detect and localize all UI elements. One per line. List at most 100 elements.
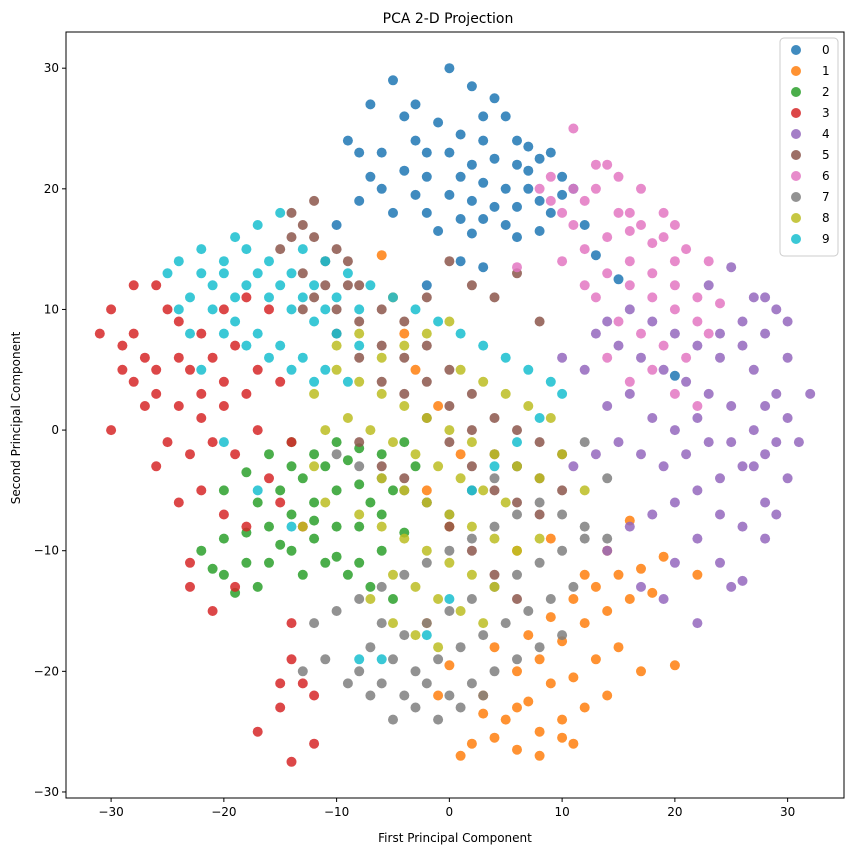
y-tick-label: −10	[34, 544, 59, 558]
point-0-58	[590, 250, 601, 261]
point-5-20	[376, 340, 387, 351]
point-0-41	[545, 147, 556, 158]
legend-label-4: 4	[822, 127, 830, 141]
point-4-53	[748, 292, 759, 303]
point-0-13	[376, 147, 387, 158]
point-9-35	[264, 352, 274, 363]
point-3-3	[151, 280, 162, 291]
point-4-10	[624, 521, 635, 532]
point-0-57	[613, 274, 624, 285]
series-4	[557, 262, 816, 629]
point-4-14	[737, 575, 748, 586]
point-0-40	[342, 135, 353, 146]
point-6-43	[658, 207, 669, 218]
point-4-23	[703, 388, 714, 399]
point-8-54	[557, 449, 568, 460]
legend-marker-3	[791, 108, 801, 118]
point-0-5	[489, 93, 500, 104]
point-9-58	[444, 594, 455, 604]
point-6-6	[681, 244, 692, 255]
point-6-42	[512, 262, 522, 273]
point-4-33	[771, 388, 782, 399]
point-9-28	[230, 292, 241, 303]
point-7-1	[376, 678, 387, 689]
point-9-43	[342, 268, 353, 279]
point-8-41	[376, 352, 387, 363]
point-7-52	[354, 461, 365, 472]
point-6-33	[647, 364, 658, 375]
point-9-47	[433, 316, 444, 327]
point-5-37	[489, 485, 500, 496]
point-4-67	[760, 401, 771, 411]
point-3-14	[207, 437, 218, 448]
legend-marker-5	[791, 150, 801, 160]
point-3-56	[218, 376, 229, 387]
point-4-15	[760, 533, 771, 544]
point-4-9	[647, 509, 658, 520]
point-4-19	[692, 618, 703, 629]
point-5-51	[354, 437, 365, 448]
point-4-63	[579, 364, 590, 375]
point-6-1	[602, 159, 613, 170]
point-6-9	[647, 268, 658, 279]
point-4-34	[726, 437, 737, 448]
point-9-24	[354, 304, 365, 315]
point-6-39	[579, 280, 590, 291]
point-6-11	[692, 292, 703, 303]
point-8-29	[444, 557, 455, 568]
point-4-55	[782, 352, 793, 363]
point-5-57	[489, 569, 500, 580]
point-4-65	[748, 461, 759, 472]
point-2-8	[196, 545, 207, 556]
point-7-10	[365, 642, 376, 653]
point-4-24	[681, 376, 692, 387]
point-4-29	[715, 352, 725, 363]
point-1-50	[433, 401, 444, 411]
point-4-39	[613, 437, 624, 448]
point-9-36	[286, 364, 297, 375]
point-2-41	[388, 485, 398, 496]
point-1-18	[624, 594, 635, 604]
point-2-19	[320, 461, 331, 472]
point-4-12	[692, 533, 703, 544]
point-8-0	[331, 364, 342, 375]
point-0-27	[410, 189, 421, 200]
point-3-33	[252, 364, 263, 375]
point-4-57	[715, 328, 725, 339]
point-4-68	[782, 413, 793, 423]
point-2-16	[252, 497, 263, 508]
point-6-44	[636, 183, 646, 194]
point-2-20	[342, 455, 353, 466]
point-4-16	[669, 557, 680, 568]
point-7-24	[466, 594, 477, 604]
point-4-59	[669, 328, 680, 339]
point-9-32	[320, 304, 331, 315]
point-0-3	[365, 99, 376, 110]
point-6-16	[692, 316, 703, 327]
point-2-24	[320, 557, 331, 568]
point-8-51	[500, 388, 511, 399]
point-2-38	[241, 467, 252, 478]
point-3-34	[275, 376, 286, 387]
point-4-42	[602, 401, 613, 411]
point-2-4	[309, 533, 320, 544]
point-8-56	[534, 533, 545, 544]
point-4-13	[715, 557, 725, 568]
point-0-19	[534, 153, 545, 164]
point-3-4	[117, 340, 128, 351]
point-3-21	[241, 521, 252, 532]
point-7-35	[421, 557, 432, 568]
point-5-5	[354, 280, 365, 291]
point-0-50	[478, 111, 489, 122]
point-8-24	[512, 545, 522, 556]
point-5-16	[297, 268, 308, 279]
point-3-45	[297, 678, 308, 689]
point-5-4	[342, 256, 353, 267]
point-6-28	[613, 316, 624, 327]
point-9-10	[207, 304, 218, 315]
point-8-34	[433, 594, 444, 604]
point-8-33	[410, 581, 421, 592]
point-0-32	[534, 195, 545, 206]
point-7-37	[466, 533, 477, 544]
point-5-0	[286, 207, 297, 218]
